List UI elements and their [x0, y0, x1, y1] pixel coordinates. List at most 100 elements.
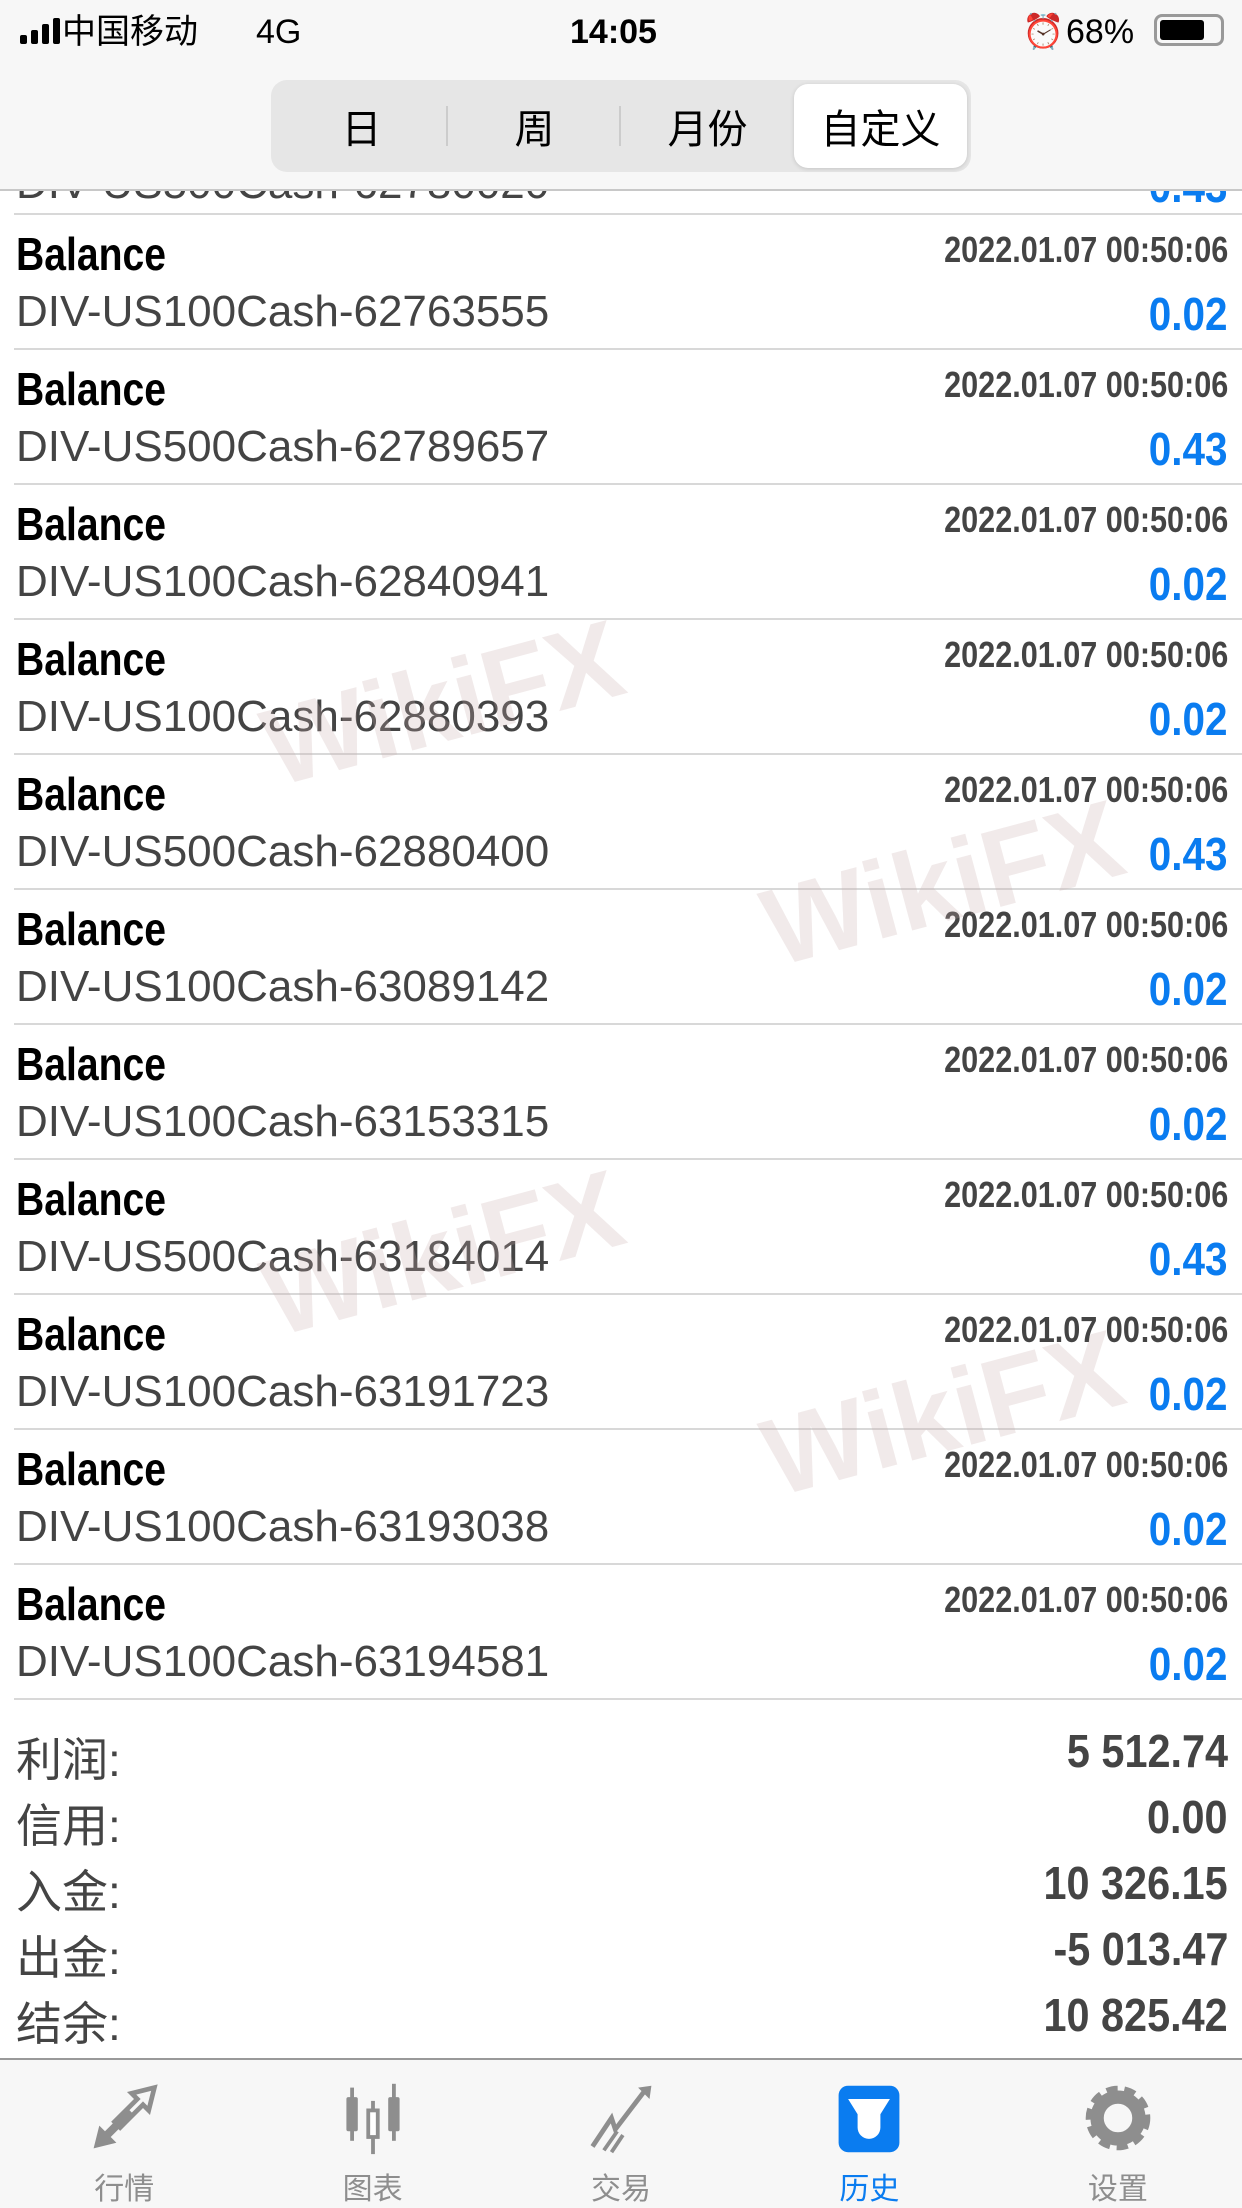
summary-balance: 结余: 10 825.42	[0, 1982, 1242, 2050]
summary-label: 结余:	[16, 1998, 121, 2050]
timestamp: 2022.01.07 00:50:06	[943, 1174, 1228, 1215]
tab-settings[interactable]: 设置	[994, 2060, 1242, 2208]
value: 0.43	[1149, 828, 1228, 880]
tab-trade[interactable]: 交易	[497, 2060, 745, 2208]
summary-label: 利润:	[16, 1734, 121, 1786]
tab-label: 图表	[342, 2173, 403, 2206]
value: 0.43	[1149, 1233, 1228, 1285]
timestamp: 2022.01.07 00:50:06	[943, 499, 1228, 540]
tab-week[interactable]: 周	[448, 84, 621, 168]
summary-value: 0.00	[1147, 1791, 1228, 1843]
deal-type: Balance	[16, 363, 166, 415]
tab-quotes[interactable]: 行情	[0, 2060, 248, 2208]
header: 中国移动 4G 14:05 ⏰ 68% 日 周 月份 自定义	[0, 0, 1242, 191]
symbol: DIV-US100Cash-63153315	[16, 1097, 550, 1146]
tab-month[interactable]: 月份	[667, 108, 748, 152]
quotes-arrows-icon	[93, 2084, 158, 2149]
list-item[interactable]: Balance 2022.01.07 00:50:06 DIV-US500Cash-…	[14, 350, 1242, 485]
period-segmented-control: 日 周 月份 自定义	[271, 80, 971, 172]
settings-gear-icon	[1085, 2085, 1151, 2151]
network: 4G	[256, 13, 302, 51]
deal-type: Balance	[16, 633, 166, 685]
summary-value: 5 512.74	[1066, 1725, 1228, 1777]
summary-value: 10 825.42	[1043, 1989, 1228, 2041]
value: 0.43	[1149, 191, 1228, 213]
list-item[interactable]: Balance 2022.01.07 00:50:06 DIV-US100Cash-…	[14, 215, 1242, 350]
summary-label: 入金:	[16, 1866, 121, 1918]
list-item[interactable]: Balance 2022.01.07 00:50:06 DIV-US100Cash-…	[14, 1295, 1242, 1430]
value: 0.02	[1149, 1368, 1228, 1420]
deal-type: Balance	[16, 1578, 166, 1630]
summary-deposit: 入金: 10 326.15	[0, 1850, 1242, 1918]
symbol: DIV-US500Cash-62789657	[16, 422, 550, 471]
timestamp: 2022.01.07 00:50:06	[943, 1039, 1228, 1080]
battery-percent: 68%	[1066, 13, 1135, 51]
deal-type: Balance	[16, 1038, 166, 1090]
symbol: DIV-US100Cash-62763555	[16, 287, 550, 336]
symbol: DIV-US100Cash-63194581	[16, 1637, 550, 1686]
value: 0.02	[1149, 963, 1228, 1015]
timestamp: 2022.01.07 00:50:06	[943, 1444, 1228, 1485]
deal-type: Balance	[16, 903, 166, 955]
tab-label: 设置	[1087, 2173, 1148, 2206]
timestamp: 2022.01.07 00:50:06	[943, 904, 1228, 945]
timestamp: 2022.01.07 00:50:06	[943, 364, 1228, 405]
deal-type: Balance	[16, 1308, 166, 1360]
list-item[interactable]: Balance 2022.01.07 00:50:06 DIV-US100Cash-…	[14, 620, 1242, 755]
signal-icon	[20, 18, 60, 44]
tab-history[interactable]: 历史	[745, 2060, 993, 2208]
tab-custom[interactable]: 自定义	[794, 84, 967, 168]
value: 0.02	[1149, 558, 1228, 610]
carrier: 中国移动	[62, 13, 198, 51]
tab-label: 行情	[94, 2173, 155, 2206]
value: 0.02	[1149, 1503, 1228, 1555]
symbol: DIV-US100Cash-63089142	[16, 962, 550, 1011]
history-list: DIV-US500Cash-62780020 0.43 Balance 2022.…	[0, 191, 1242, 1700]
deal-type: Balance	[16, 1173, 166, 1225]
summary: 利润: 5 512.74 信用: 0.00 入金: 10 326.15 出金: -5 0…	[0, 1718, 1242, 2050]
symbol: DIV-US100Cash-63191723	[16, 1367, 550, 1416]
alarm-icon: ⏰	[1022, 13, 1065, 51]
symbol: DIV-US500Cash-62880400	[16, 827, 550, 876]
symbol: DIV-US100Cash-63193038	[16, 1502, 550, 1551]
symbol: DIV-US100Cash-62840941	[16, 557, 550, 606]
symbol: DIV-US500Cash-63184014	[16, 1232, 550, 1281]
summary-value: -5 013.47	[1053, 1923, 1228, 1975]
summary-value: 10 326.15	[1043, 1857, 1228, 1909]
symbol: DIV-US100Cash-62880393	[16, 692, 550, 741]
timestamp: 2022.01.07 00:50:06	[943, 634, 1228, 675]
deal-type: Balance	[16, 228, 166, 280]
value: 0.02	[1149, 1098, 1228, 1150]
summary-withdrawal: 出金: -5 013.47	[0, 1916, 1242, 1984]
symbol: DIV-US500Cash-62780020	[16, 191, 549, 209]
deal-type: Balance	[16, 1443, 166, 1495]
tab-label: 交易	[591, 2173, 652, 2206]
value: 0.02	[1149, 288, 1228, 340]
tab-label: 历史	[839, 2173, 900, 2206]
tab-charts[interactable]: 图表	[248, 2060, 496, 2208]
tab-day[interactable]: 日	[275, 84, 448, 168]
timestamp: 2022.01.07 00:50:06	[943, 1579, 1228, 1620]
candlestick-chart-icon	[346, 2083, 400, 2155]
timestamp: 2022.01.07 00:50:06	[943, 769, 1228, 810]
list-item[interactable]: Balance 2022.01.07 00:50:06 DIV-US100Cash-…	[14, 890, 1242, 1025]
deal-type: Balance	[16, 498, 166, 550]
value: 0.02	[1149, 693, 1228, 745]
list-item[interactable]: DIV-US500Cash-62780020 0.43	[14, 191, 1242, 215]
summary-credit: 信用: 0.00	[0, 1784, 1242, 1852]
deal-type: Balance	[16, 768, 166, 820]
list-item[interactable]: Balance 2022.01.07 00:50:06 DIV-US500Cash-…	[14, 1160, 1242, 1295]
trade-trend-icon	[590, 2085, 652, 2154]
bottom-tab-bar: 行情 图表 交易 历史 设置	[0, 2058, 1242, 2208]
summary-label: 信用:	[16, 1800, 121, 1852]
timestamp: 2022.01.07 00:50:06	[943, 229, 1228, 270]
clock: 14:05	[570, 13, 657, 51]
value: 0.02	[1149, 1638, 1228, 1690]
list-item[interactable]: Balance 2022.01.07 00:50:06 DIV-US100Cash-…	[14, 485, 1242, 620]
battery-icon	[1154, 14, 1224, 46]
list-item[interactable]: Balance 2022.01.07 00:50:06 DIV-US100Cash-…	[14, 1565, 1242, 1700]
list-item[interactable]: Balance 2022.01.07 00:50:06 DIV-US500Cash-…	[14, 755, 1242, 890]
summary-label: 出金:	[16, 1932, 121, 1984]
list-item[interactable]: Balance 2022.01.07 00:50:06 DIV-US100Cash-…	[14, 1430, 1242, 1565]
list-item[interactable]: Balance 2022.01.07 00:50:06 DIV-US100Cash-…	[14, 1025, 1242, 1160]
